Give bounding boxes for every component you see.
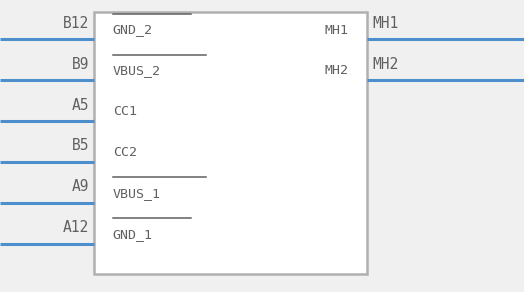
Text: MH1: MH1 bbox=[372, 16, 398, 31]
Text: A12: A12 bbox=[63, 220, 89, 235]
Text: GND_2: GND_2 bbox=[113, 23, 152, 36]
Text: VBUS_1: VBUS_1 bbox=[113, 187, 161, 200]
Text: B12: B12 bbox=[63, 16, 89, 31]
Text: A9: A9 bbox=[72, 179, 89, 194]
Text: MH2: MH2 bbox=[324, 64, 348, 77]
Text: A5: A5 bbox=[72, 98, 89, 113]
Text: MH2: MH2 bbox=[372, 57, 398, 72]
Text: MH1: MH1 bbox=[324, 23, 348, 36]
Text: B9: B9 bbox=[72, 57, 89, 72]
Text: CC2: CC2 bbox=[113, 146, 137, 159]
Text: VBUS_2: VBUS_2 bbox=[113, 64, 161, 77]
Text: B5: B5 bbox=[72, 138, 89, 154]
Text: GND_1: GND_1 bbox=[113, 228, 152, 241]
Bar bbox=[94, 12, 367, 274]
Text: CC1: CC1 bbox=[113, 105, 137, 118]
